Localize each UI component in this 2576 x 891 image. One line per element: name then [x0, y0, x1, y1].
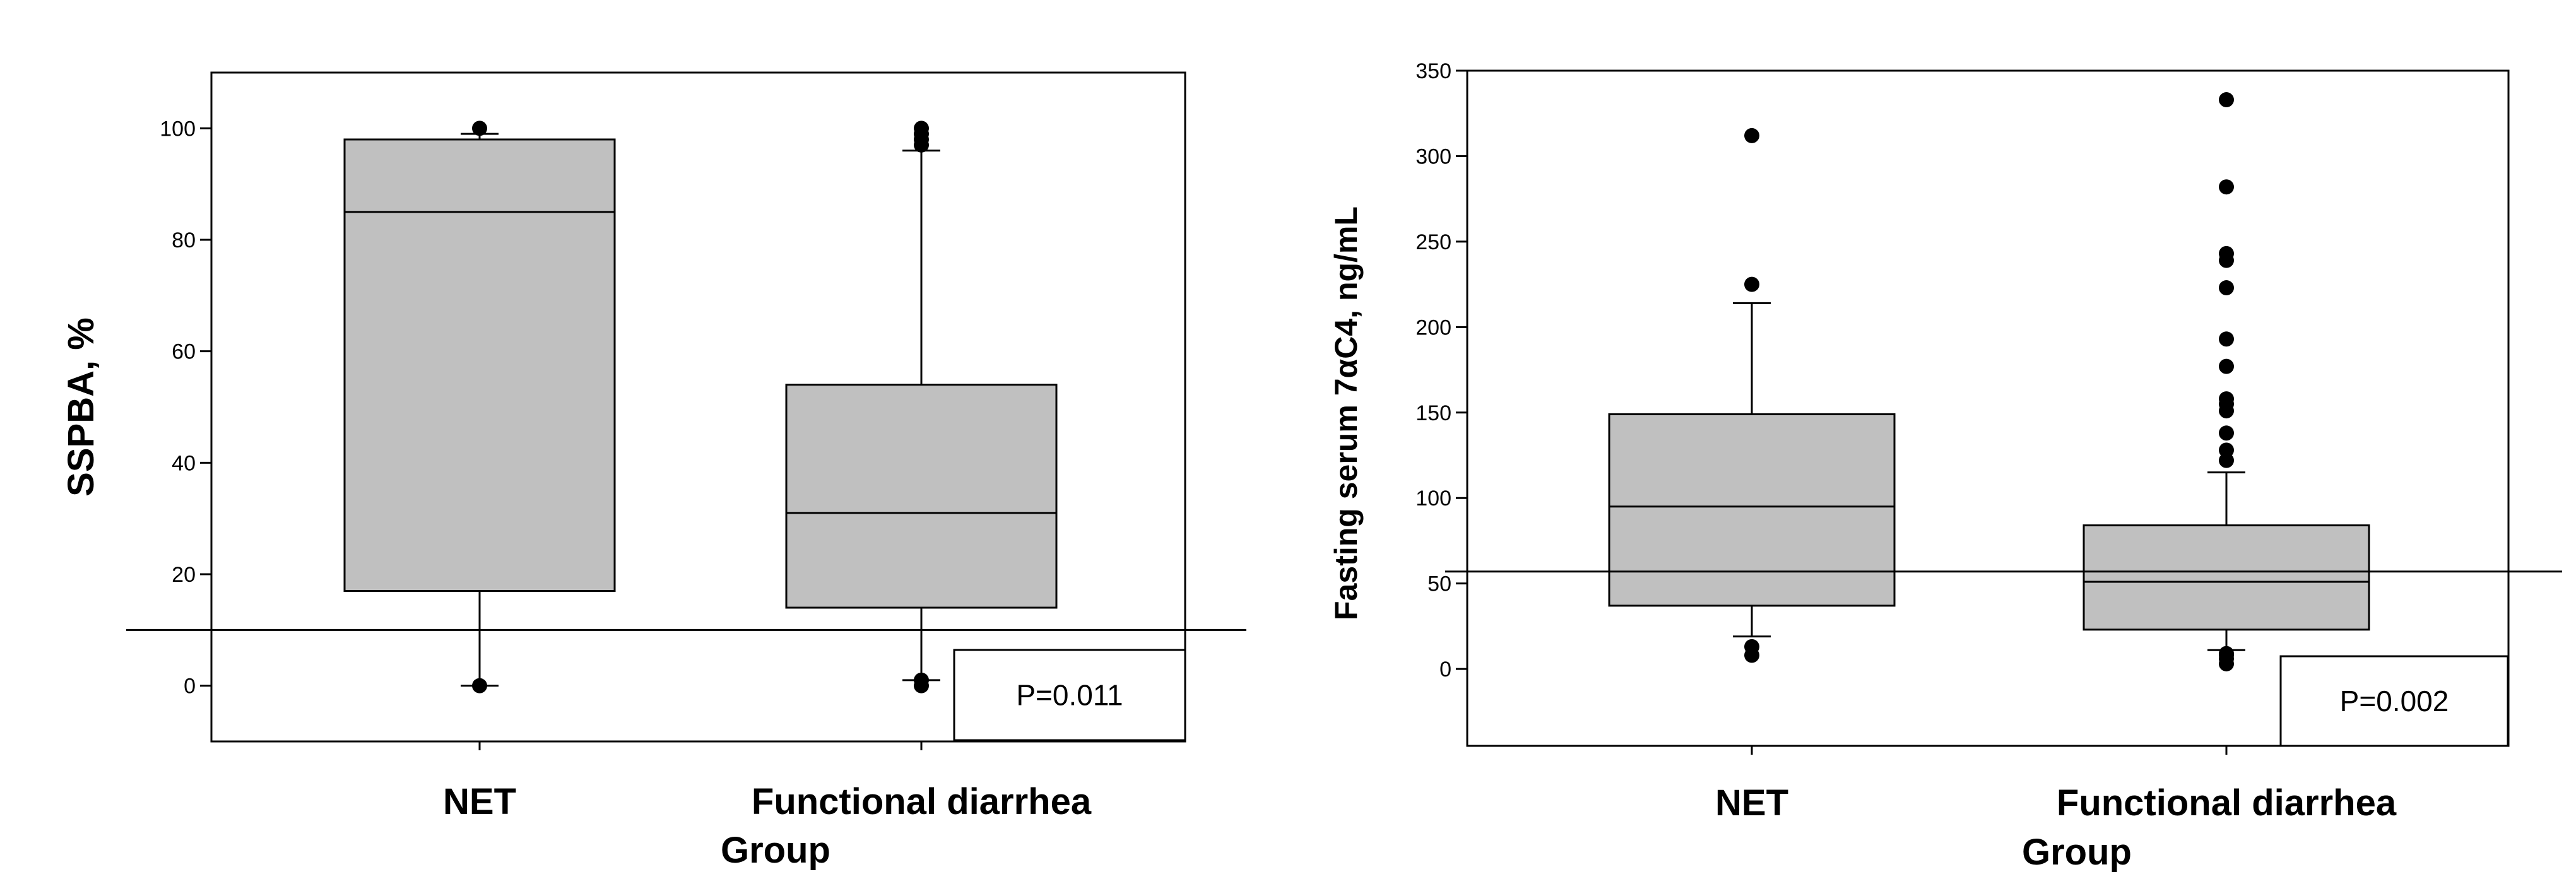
- y-tick-label: 80: [172, 228, 196, 252]
- outlier-point: [1744, 639, 1759, 654]
- outlier-point: [2219, 391, 2234, 407]
- box-iqr: [343, 138, 616, 592]
- outlier-point: [2219, 92, 2234, 108]
- y-tick-label: 100: [160, 117, 196, 141]
- box-iqr: [1608, 413, 1896, 607]
- sspba-boxplot-panel: 0 20 40 60 80 100 SSPBA, % NET Functional diarrh…: [61, 71, 1246, 871]
- p-value-box: [953, 649, 1186, 741]
- y-tick-label: 100: [1415, 487, 1451, 510]
- outlier-point: [472, 678, 487, 693]
- outlier-point: [472, 121, 487, 136]
- y-axis-label: Fasting serum 7αC4, ng/mL: [1328, 206, 1364, 620]
- x-axis-label: Group: [2022, 832, 2132, 873]
- p-value-label: P=0.002: [2340, 685, 2449, 717]
- y-tick-label: 350: [1415, 59, 1451, 83]
- outlier-point: [2219, 245, 2234, 261]
- outlier-point: [2219, 280, 2234, 296]
- c4-boxplot-panel: 0 50 100 150 200 250 300 350 Fasting serum 7αC4,…: [1328, 59, 2562, 873]
- category-label-net: NET: [443, 781, 516, 822]
- outlier-point: [2219, 425, 2234, 441]
- x-axis-label: Group: [721, 830, 830, 871]
- y-tick-label: 150: [1415, 401, 1451, 425]
- category-label-functional-diarrhea: Functional diarrhea: [752, 781, 1092, 822]
- outlier-point: [2219, 646, 2234, 661]
- plot-frame: [210, 71, 1186, 743]
- category-label-net: NET: [1715, 782, 1788, 823]
- y-tick-label: 200: [1415, 316, 1451, 339]
- outlier-point: [2219, 331, 2234, 347]
- outlier-point: [2219, 358, 2234, 374]
- outlier-point: [2219, 179, 2234, 195]
- box-iqr: [2083, 524, 2370, 631]
- p-value-label: P=0.011: [1016, 679, 1123, 712]
- outlier-point: [1744, 276, 1759, 292]
- y-tick-label: 40: [172, 451, 196, 475]
- y-axis-label: SSPBA, %: [61, 317, 102, 497]
- y-tick-label: 20: [172, 563, 196, 587]
- outlier-point: [2219, 442, 2234, 458]
- outlier-point: [1744, 127, 1759, 143]
- box-iqr: [785, 384, 1058, 609]
- y-tick-label: 300: [1415, 145, 1451, 168]
- p-value-box: [2279, 655, 2509, 747]
- y-tick-label: 60: [172, 340, 196, 364]
- y-tick-label: 0: [1439, 658, 1451, 682]
- y-tick-label: 50: [1427, 572, 1451, 596]
- category-label-functional-diarrhea: Functional diarrhea: [2057, 782, 2397, 823]
- outlier-point: [914, 121, 929, 136]
- y-tick-label: 0: [184, 675, 196, 699]
- outlier-point: [914, 672, 929, 688]
- y-tick-label: 250: [1415, 230, 1451, 254]
- plot-frame: [1466, 69, 2510, 747]
